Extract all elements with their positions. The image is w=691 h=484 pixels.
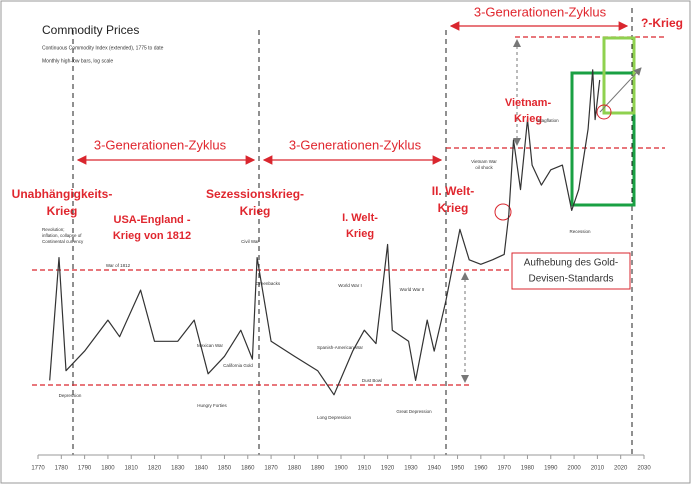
x-tick-label: 1780 — [55, 466, 69, 472]
x-tick-label: 1790 — [78, 466, 92, 472]
annotation: War of 1812 — [106, 263, 131, 268]
x-tick-label: 1820 — [148, 466, 162, 472]
annotation: USA-England - — [114, 214, 191, 226]
x-tick-label: 2030 — [637, 466, 651, 472]
annotation: I. Welt- — [342, 212, 378, 224]
annotation: 3-Generationen-Zyklus — [94, 137, 227, 152]
x-tick-label: 1920 — [381, 466, 395, 472]
chart-title: Commodity Prices — [42, 23, 139, 37]
annotation: Recession — [569, 229, 591, 234]
annotation: Krieg von 1812 — [113, 230, 191, 242]
annotation: Long Depression — [317, 415, 352, 420]
annotation: Hungry Forties — [197, 403, 227, 408]
annotation: Revolution; — [42, 227, 65, 232]
annotation: Devisen-Standards — [528, 274, 613, 285]
x-tick-label: 2020 — [614, 466, 628, 472]
annotation: oil shock — [475, 165, 493, 170]
marker-circle — [494, 203, 512, 221]
annotation: Great Depression — [396, 409, 432, 414]
marker-circle — [596, 104, 612, 120]
annotation: 3-Generationen-Zyklus — [289, 137, 422, 152]
annotation: Greenbacks — [256, 281, 281, 286]
annotation: California Gold — [223, 363, 253, 368]
x-tick-label: 1770 — [31, 466, 45, 472]
annotation: Krieg — [438, 201, 469, 215]
x-tick-label: 1800 — [101, 466, 115, 472]
annotation: Aufhebung des Gold- — [524, 258, 619, 269]
annotation: Stagflation — [537, 118, 559, 123]
annotation: World War I — [338, 283, 362, 288]
price-line — [49, 69, 601, 396]
x-tick-label: 1840 — [194, 466, 208, 472]
annotation: ?-Krieg — [641, 16, 683, 30]
x-tick-label: 1970 — [497, 466, 511, 472]
x-tick-label: 1980 — [521, 466, 535, 472]
annotation: Sezessionskrieg- — [206, 187, 304, 201]
x-tick-label: 1850 — [218, 466, 232, 472]
annotation: inflation, collapse of — [42, 233, 82, 238]
cycle-arrows — [76, 21, 629, 165]
chart-subtitle: Monthly high-low bars, log scale — [42, 58, 113, 64]
cycle-dividers — [72, 8, 633, 455]
annotation: World War II — [400, 287, 425, 292]
annotation: Continental currency — [42, 239, 84, 244]
x-tick-label: 1880 — [288, 466, 302, 472]
chart-subtitle: Continuous Commodity Index (extended), 1… — [42, 45, 164, 51]
annotation: Krieg — [346, 228, 374, 240]
x-tick-label: 1930 — [404, 466, 418, 472]
annotation: Dust Bowl — [362, 378, 382, 383]
annotation: II. Welt- — [432, 184, 474, 198]
x-tick-label: 1910 — [358, 466, 372, 472]
trend-arrow — [599, 67, 642, 113]
annotation: Civil War — [241, 239, 259, 244]
x-tick-label: 1990 — [544, 466, 558, 472]
x-tick-label: 1860 — [241, 466, 255, 472]
x-tick-label: 2010 — [591, 466, 605, 472]
x-tick-label: 2000 — [567, 466, 581, 472]
annotation: Krieg — [240, 204, 271, 218]
annotation: 3-Generationen-Zyklus — [474, 4, 607, 19]
x-tick-label: 1950 — [451, 466, 465, 472]
annotation: Depression — [59, 393, 82, 398]
x-tick-label: 1810 — [125, 466, 139, 472]
annotation: Mexican War — [197, 343, 224, 348]
x-tick-label: 1960 — [474, 466, 488, 472]
annotation: Vietnam- — [505, 97, 552, 109]
annotation: Vietnam War — [471, 159, 497, 164]
note-box — [511, 252, 631, 290]
level-lines — [32, 36, 665, 386]
x-tick-label: 1830 — [171, 466, 185, 472]
annotation: Krieg — [514, 113, 542, 125]
x-tick-label: 1890 — [311, 466, 325, 472]
range-arrows — [461, 39, 521, 383]
x-tick-label: 1870 — [264, 466, 278, 472]
annotation: Spanish-American War — [317, 345, 364, 350]
annotation: Krieg — [47, 204, 78, 218]
x-tick-label: 1900 — [334, 466, 348, 472]
x-tick-label: 1940 — [428, 466, 442, 472]
annotation: Unabhängigkeits- — [12, 187, 113, 201]
